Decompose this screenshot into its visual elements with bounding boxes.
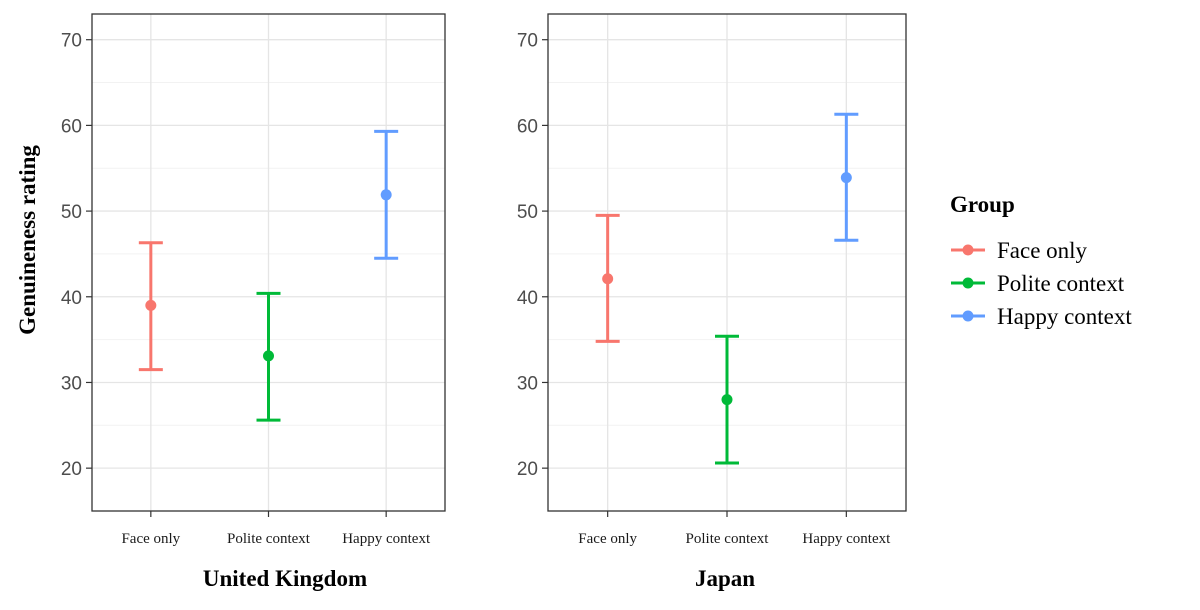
japan-y-tick-label-60: 60 [517, 116, 538, 137]
japan-face-only-mark [595, 213, 620, 343]
legend-title: Group [950, 192, 1015, 217]
united-kingdom-y-tick-label-50: 50 [61, 202, 82, 223]
united-kingdom-polite-context-mark [256, 291, 281, 422]
japan-y-tick-label-40: 40 [517, 288, 538, 309]
united-kingdom-y-tick-label-30: 30 [61, 373, 82, 394]
legend-item-face-only: Face only [951, 238, 1088, 263]
legend: Group Face only Polite context Happy contex… [950, 192, 1132, 329]
united-kingdom-happy-context-mark [374, 129, 399, 260]
japan-face-only-point [602, 273, 614, 285]
legend-label: Happy context [997, 304, 1132, 329]
panel-united-kingdom: 20 30 40 50 60 70 Face only Polite context Happy… [61, 13, 446, 591]
united-kingdom-x-axis-title: United Kingdom [203, 566, 367, 591]
japan-x-tick-label-happy-context: Happy context [802, 531, 891, 547]
legend-item-polite-context: Polite context [951, 271, 1125, 296]
united-kingdom-y-tick-label-70: 70 [61, 31, 82, 52]
japan-y-tick-label-30: 30 [517, 373, 538, 394]
united-kingdom-polite-context-point [263, 350, 274, 362]
japan-panel-border [547, 13, 907, 512]
japan-x-tick-label-polite-context: Polite context [686, 531, 770, 547]
united-kingdom-happy-context-point [380, 189, 392, 201]
japan-x-tick-label-face-only: Face only [578, 531, 637, 547]
japan-happy-context-point [840, 172, 852, 184]
japan-polite-context-mark [715, 334, 739, 465]
panel-japan: 20 30 40 50 60 70 Face only Polite context Happy… [517, 13, 907, 591]
united-kingdom-y-tick-label-20: 20 [61, 459, 82, 480]
japan-polite-context-point [721, 394, 733, 406]
united-kingdom-x-tick-label-happy-context: Happy context [342, 531, 431, 547]
united-kingdom-panel-border [91, 13, 446, 512]
united-kingdom-y-tick-label-60: 60 [61, 116, 82, 137]
legend-item-happy-context: Happy context [951, 304, 1132, 329]
united-kingdom-face-only-mark [138, 241, 163, 372]
united-kingdom-face-only-point [145, 299, 157, 311]
legend-key-point [962, 310, 974, 322]
y-axis-title: Genuineness rating [15, 145, 40, 335]
japan-y-tick-label-50: 50 [517, 202, 538, 223]
japan-happy-context-mark [834, 112, 859, 242]
united-kingdom-x-tick-label-face-only: Face only [121, 531, 180, 547]
japan-x-axis-title: Japan [695, 566, 755, 591]
legend-label: Polite context [997, 271, 1125, 296]
japan-y-tick-label-20: 20 [517, 459, 538, 480]
legend-key-point [962, 244, 974, 256]
united-kingdom-y-tick-label-40: 40 [61, 288, 82, 309]
legend-key-point [962, 277, 974, 289]
united-kingdom-x-tick-label-polite-context: Polite context [227, 531, 311, 547]
japan-y-tick-label-70: 70 [517, 31, 538, 52]
legend-label: Face only [997, 238, 1088, 263]
